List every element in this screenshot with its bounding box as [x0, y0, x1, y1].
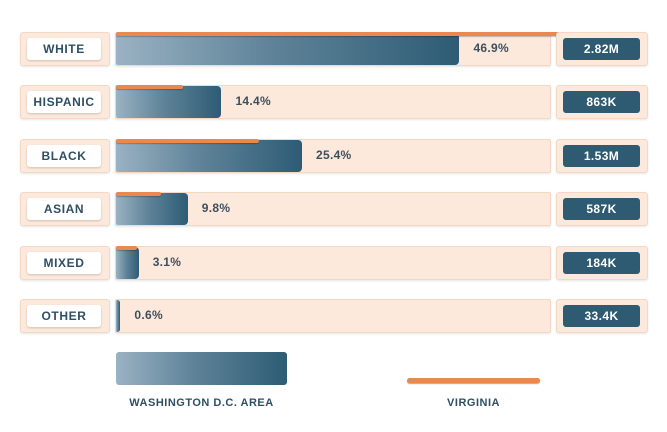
chart-row: HISPANIC 14.4% 863K — [0, 85, 667, 121]
category-label-box: WHITE — [20, 32, 110, 66]
count-badge: 863K — [563, 91, 640, 113]
data-label-percent: 0.6% — [134, 308, 163, 322]
bar-washington-dc — [116, 86, 222, 118]
category-label: WHITE — [27, 38, 101, 60]
count-badge: 33.4K — [563, 305, 640, 327]
data-label-percent: 3.1% — [152, 255, 182, 269]
legend-swatch-washington-dc — [116, 352, 287, 385]
chart-row: OTHER 0.6% 33.4K — [0, 299, 667, 335]
category-label-box: OTHER — [20, 299, 110, 333]
count-badge-box: 1.53M — [556, 139, 648, 173]
category-label-box: MIXED — [20, 246, 110, 280]
legend-swatch-virginia — [407, 378, 540, 383]
category-label: HISPANIC — [27, 91, 101, 113]
count-badge-box: 2.82M — [556, 32, 648, 66]
data-label-percent: 46.9% — [473, 41, 509, 55]
category-label: OTHER — [27, 305, 101, 327]
bar-track — [115, 246, 551, 280]
category-label-box: ASIAN — [20, 192, 110, 226]
line-virginia — [116, 246, 138, 250]
bar-washington-dc — [116, 33, 460, 65]
count-badge: 2.82M — [563, 38, 640, 60]
count-badge: 184K — [563, 252, 640, 274]
line-virginia — [116, 32, 574, 36]
chart-row: MIXED 3.1% 184K — [0, 246, 667, 282]
line-virginia — [116, 139, 259, 143]
line-virginia — [116, 85, 183, 89]
data-label-percent: 14.4% — [235, 94, 271, 108]
category-label: ASIAN — [27, 198, 101, 220]
count-badge: 1.53M — [563, 145, 640, 167]
bar-washington-dc — [116, 193, 188, 225]
count-badge-box: 184K — [556, 246, 648, 280]
count-badge-box: 863K — [556, 85, 648, 119]
chart-row: ASIAN 9.8% 587K — [0, 192, 667, 228]
legend-label-virginia: VIRGINIA — [447, 397, 500, 409]
bar-washington-dc — [116, 247, 139, 279]
count-badge-box: 33.4K — [556, 299, 648, 333]
count-badge-box: 587K — [556, 192, 648, 226]
data-label-percent: 9.8% — [201, 201, 231, 215]
chart-row: WHITE 46.9% 2.82M — [0, 32, 667, 68]
line-virginia — [116, 192, 162, 196]
bar-track — [115, 299, 551, 333]
bar-washington-dc — [116, 300, 121, 332]
category-label: MIXED — [27, 252, 101, 274]
category-label-box: BLACK — [20, 139, 110, 173]
count-badge: 587K — [563, 198, 640, 220]
category-label: BLACK — [27, 145, 101, 167]
legend-label-washington-dc: WASHINGTON D.C. AREA — [129, 397, 274, 409]
category-label-box: HISPANIC — [20, 85, 110, 119]
bar-washington-dc — [116, 140, 302, 172]
data-label-percent: 25.4% — [316, 148, 352, 162]
chart-row: BLACK 25.4% 1.53M — [0, 139, 667, 175]
